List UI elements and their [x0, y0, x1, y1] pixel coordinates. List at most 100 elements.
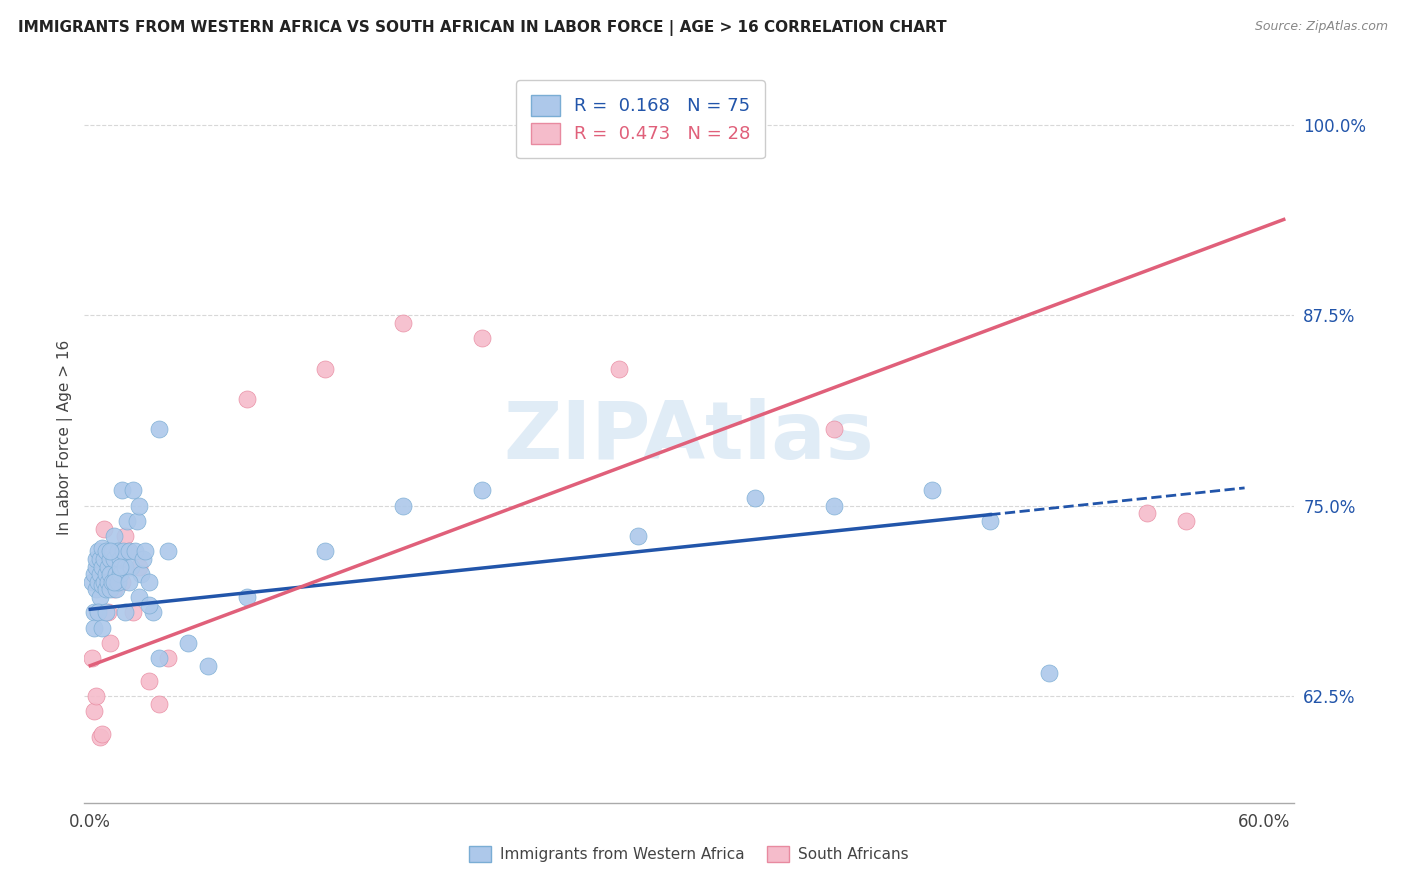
Point	[84, 552, 107, 566]
Point	[94, 567, 117, 582]
Point	[83, 621, 105, 635]
Point	[94, 582, 117, 597]
Point	[117, 514, 139, 528]
Point	[1038, 666, 1060, 681]
Point	[122, 605, 145, 619]
Point	[118, 544, 141, 558]
Point	[93, 522, 115, 536]
Point	[314, 544, 336, 558]
Point	[107, 544, 129, 558]
Point	[84, 582, 107, 597]
Point	[127, 514, 149, 528]
Point	[114, 529, 136, 543]
Point	[128, 499, 150, 513]
Point	[118, 544, 141, 558]
Point	[91, 578, 114, 592]
Point	[87, 605, 110, 619]
Point	[91, 727, 114, 741]
Point	[91, 559, 114, 574]
Point	[114, 559, 136, 574]
Point	[91, 541, 114, 556]
Point	[470, 331, 492, 345]
Point	[392, 499, 415, 513]
Text: ZIPAtlas: ZIPAtlas	[503, 398, 875, 476]
Point	[392, 316, 415, 330]
Point	[94, 578, 117, 592]
Point	[128, 559, 150, 574]
Point	[84, 689, 107, 703]
Point	[87, 605, 110, 619]
Point	[148, 422, 170, 436]
Point	[107, 574, 129, 589]
Text: IMMIGRANTS FROM WESTERN AFRICA VS SOUTH AFRICAN IN LABOR FORCE | AGE > 16 CORREL: IMMIGRANTS FROM WESTERN AFRICA VS SOUTH …	[18, 20, 946, 36]
Point	[921, 483, 943, 498]
Point	[122, 483, 145, 498]
Point	[132, 552, 155, 566]
Text: Source: ZipAtlas.com: Source: ZipAtlas.com	[1254, 20, 1388, 33]
Point	[82, 574, 104, 589]
Point	[104, 567, 127, 582]
Point	[148, 697, 170, 711]
Point	[114, 605, 136, 619]
Point	[744, 491, 766, 505]
Point	[98, 544, 121, 558]
Point	[128, 590, 150, 604]
Point	[91, 621, 114, 635]
Point	[979, 514, 1001, 528]
Point	[107, 544, 129, 558]
Point	[82, 651, 104, 665]
Point	[97, 605, 120, 619]
Point	[148, 651, 170, 665]
Point	[118, 574, 141, 589]
Y-axis label: In Labor Force | Age > 16: In Labor Force | Age > 16	[58, 340, 73, 534]
Point	[98, 636, 121, 650]
Point	[134, 544, 156, 558]
Point	[823, 499, 845, 513]
Point	[89, 590, 111, 604]
Point	[98, 582, 121, 597]
Point	[83, 605, 105, 619]
Point	[87, 574, 110, 589]
Point	[97, 574, 120, 589]
Point	[108, 567, 131, 582]
Point	[120, 559, 142, 574]
Point	[104, 582, 127, 597]
Point	[103, 574, 125, 589]
Point	[83, 705, 105, 719]
Point	[470, 483, 492, 498]
Point	[138, 598, 160, 612]
Point	[1136, 506, 1159, 520]
Point	[236, 590, 259, 604]
Legend: Immigrants from Western Africa, South Africans: Immigrants from Western Africa, South Af…	[463, 840, 915, 868]
Point	[97, 559, 120, 574]
Point	[84, 559, 107, 574]
Point	[103, 529, 125, 543]
Point	[103, 552, 125, 566]
Point	[112, 544, 135, 558]
Point	[627, 529, 650, 543]
Point	[823, 422, 845, 436]
Point	[100, 574, 122, 589]
Point	[129, 567, 152, 582]
Point	[108, 552, 131, 566]
Point	[197, 658, 219, 673]
Point	[138, 673, 160, 688]
Point	[93, 552, 115, 566]
Point	[314, 361, 336, 376]
Point	[110, 483, 132, 498]
Point	[236, 392, 259, 406]
Point	[89, 731, 111, 745]
Point	[89, 567, 111, 582]
Point	[94, 605, 117, 619]
Point	[124, 544, 146, 558]
Point	[142, 605, 165, 619]
Point	[1174, 514, 1197, 528]
Point	[157, 651, 180, 665]
Point	[83, 567, 105, 582]
Point	[157, 544, 180, 558]
Point	[94, 544, 117, 558]
Point	[98, 567, 121, 582]
Point	[108, 559, 131, 574]
Point	[89, 552, 111, 566]
Point	[93, 574, 115, 589]
